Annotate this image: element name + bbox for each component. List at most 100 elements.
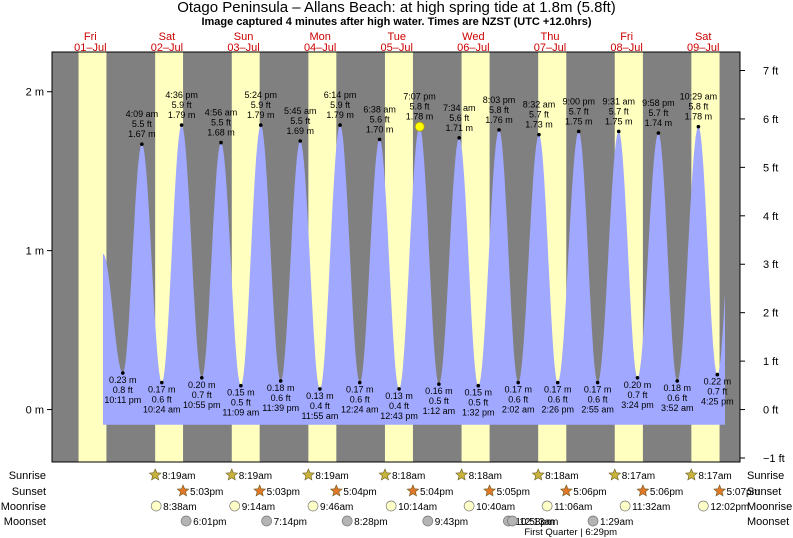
low-tide-label: 0.4 ft [389, 401, 410, 411]
low-tide-label: 0.6 ft [508, 395, 529, 405]
low-tide-point [397, 387, 401, 391]
low-tide-label: 0.5 ft [429, 396, 450, 406]
sunset-time: 5:03pm [190, 487, 223, 498]
low-tide-label: 0.20 m [624, 380, 652, 390]
moonrise-time: 10:40am [476, 502, 515, 513]
low-tide-point [318, 387, 322, 391]
low-tide-point [278, 379, 283, 383]
row-label-left: Moonset [4, 516, 46, 528]
low-tide-point [715, 372, 720, 377]
high-tide-label: 8:32 am [523, 100, 556, 110]
moonrise-time: 11:32am [632, 502, 670, 513]
high-tide-label: 7:34 am [443, 103, 476, 113]
low-tide-label: 0.17 m [544, 385, 572, 395]
high-tide-point [219, 140, 223, 145]
high-tide-label: 1.75 m [605, 116, 633, 126]
row-label-right: Sunrise [747, 470, 784, 482]
low-tide-label: 0.16 m [425, 386, 453, 396]
high-tide-point [298, 139, 303, 143]
high-tide-label: 5.6 ft [370, 114, 391, 124]
high-tide-label: 1.67 m [128, 129, 156, 139]
low-tide-point [476, 383, 481, 388]
high-tide-label: 5.7 ft [529, 110, 550, 120]
low-tide-label: 0.5 ft [468, 398, 489, 408]
sunset-time: 5:04pm [420, 487, 453, 498]
day-date: 04–Jul [304, 42, 336, 54]
high-tide-label: 10:29 am [680, 92, 718, 102]
day-name: Fri [620, 31, 633, 43]
moonrise-time: 12:02pm [710, 502, 749, 513]
high-tide-label: 1.71 m [445, 123, 473, 133]
high-tide-label: 1.69 m [286, 126, 314, 136]
moonset-icon [422, 515, 434, 527]
low-tide-label: 0.6 ft [152, 395, 173, 405]
moonset-time: 7:14pm [274, 517, 307, 528]
y-tick-label-ft: 0 ft [763, 405, 778, 417]
moonset-icon [180, 515, 192, 527]
high-tide-point [497, 128, 501, 132]
day-date: 05–Jul [381, 42, 413, 54]
high-tide-label: 8:03 pm [483, 95, 516, 105]
sunrise-time: 8:19am [315, 471, 348, 482]
low-tide-label: 0.7 ft [707, 387, 728, 397]
high-tide-label: 5.7 ft [569, 106, 590, 116]
high-tide-label: 1.74 m [645, 118, 673, 128]
sunset-icon [483, 484, 497, 497]
high-tide-label: 6:38 am [363, 104, 396, 114]
high-tide-label: 5.9 ft [330, 100, 351, 110]
y-tick-label-ft: 4 ft [763, 211, 778, 223]
sunrise-time: 8:19am [239, 471, 272, 482]
low-tide-label: 0.18 m [267, 383, 295, 393]
high-tide-label: 5.5 ft [290, 116, 311, 126]
high-tide-label: 9:31 am [602, 96, 635, 106]
low-tide-label: 0.4 ft [310, 401, 331, 411]
y-tick-label-ft: 3 ft [763, 259, 778, 271]
sunrise-icon [378, 468, 392, 481]
high-tide-label: 5:45 am [284, 106, 317, 116]
low-tide-label: 0.7 ft [627, 390, 648, 400]
moonset-icon [587, 515, 599, 527]
low-tide-point [159, 380, 164, 385]
sunrise-time: 8:18am [545, 471, 578, 482]
high-tide-label: 5:24 pm [245, 90, 278, 100]
low-tide-label: 0.6 ft [271, 393, 292, 403]
sunset-icon [253, 484, 267, 497]
low-tide-label: 0.17 m [504, 385, 532, 395]
day-date: 08–Jul [610, 42, 642, 54]
y-tick-label-m: 0 m [26, 405, 44, 417]
high-tide-label: 4:09 am [126, 109, 159, 119]
low-tide-label: 11:09 am [222, 408, 259, 418]
moonset-icon [341, 515, 353, 527]
low-tide-label: 3:24 pm [621, 400, 654, 410]
high-tide-label: 1.76 m [485, 115, 513, 125]
high-tide-point [457, 136, 462, 140]
high-tide-label: 6:14 pm [324, 90, 357, 100]
sunrise-icon [531, 468, 545, 481]
low-tide-point [437, 382, 441, 386]
y-tick-label-ft: 5 ft [763, 162, 778, 174]
plot-border [51, 51, 741, 463]
sunrise-icon [684, 468, 698, 481]
tide-area [103, 125, 725, 425]
low-tide-point [516, 380, 521, 385]
low-tide-point [120, 371, 125, 375]
high-tide-point [258, 123, 263, 127]
moonrise-icon [307, 500, 319, 512]
low-tide-label: 0.22 m [704, 377, 732, 387]
high-tide-label: 5.6 ft [449, 113, 470, 123]
low-tide-label: 0.18 m [663, 383, 691, 393]
day-name: Tue [387, 31, 406, 43]
row-label-right: Moonset [747, 516, 789, 528]
sunrise-icon [225, 468, 239, 481]
sunrise-time: 8:17am [622, 471, 655, 482]
chart-subtitle: Image captured 4 minutes after high wate… [201, 16, 592, 28]
low-tide-point [635, 375, 640, 380]
sunset-time: 5:05pm [497, 487, 530, 498]
day-date: 01–Jul [74, 42, 106, 54]
low-tide-label: 0.20 m [188, 380, 216, 390]
sunset-time: 5:03pm [267, 487, 300, 498]
high-tide-label: 5.7 ft [609, 106, 630, 116]
high-tide-label: 9:58 pm [642, 98, 675, 108]
low-tide-label: 0.6 ft [548, 395, 569, 405]
